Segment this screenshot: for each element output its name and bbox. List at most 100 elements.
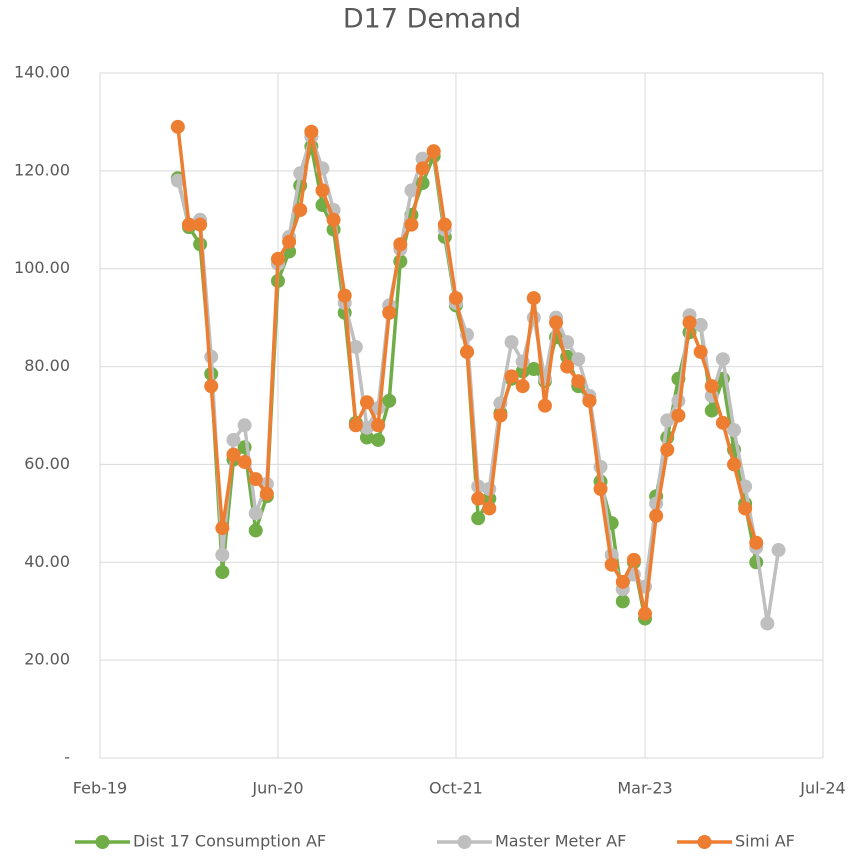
series-marker — [604, 557, 619, 572]
series-marker — [359, 420, 374, 435]
series-marker — [671, 408, 686, 423]
series-marker — [437, 217, 452, 232]
y-tick-label: 140.00 — [14, 63, 70, 82]
legend-marker — [697, 835, 712, 849]
series-marker — [615, 574, 630, 589]
series-marker — [270, 251, 285, 266]
series-marker — [282, 234, 297, 249]
series-marker — [515, 379, 530, 394]
legend-marker — [457, 835, 472, 849]
series-marker — [771, 543, 786, 558]
series-marker — [471, 491, 486, 506]
series-marker — [382, 305, 397, 320]
series-marker — [593, 481, 608, 496]
series-marker — [549, 315, 564, 330]
series-marker — [504, 335, 519, 350]
series-marker — [415, 161, 430, 176]
series-marker — [215, 565, 230, 580]
series-marker — [738, 501, 753, 516]
series-marker — [649, 508, 664, 523]
chart-title: D17 Demand — [343, 4, 521, 35]
series-marker — [237, 418, 252, 433]
series-marker — [359, 395, 374, 410]
series-marker — [560, 359, 575, 374]
series-marker — [337, 288, 352, 303]
y-tick-label: 40.00 — [24, 552, 70, 571]
series-marker — [348, 418, 363, 433]
series-marker — [460, 344, 475, 359]
series-marker — [571, 352, 586, 367]
series-marker — [382, 393, 397, 408]
series-marker — [204, 379, 219, 394]
series-marker — [404, 183, 419, 198]
series-marker — [181, 217, 196, 232]
series-marker — [571, 374, 586, 389]
series-marker — [504, 369, 519, 384]
series-marker — [170, 173, 185, 188]
series-marker — [727, 457, 742, 472]
series-marker — [526, 291, 541, 306]
legend-label: Simi AF — [735, 832, 795, 851]
series-marker — [293, 203, 308, 217]
series-marker — [682, 315, 697, 330]
series-marker — [727, 423, 742, 438]
series-marker — [537, 398, 552, 413]
series-marker — [471, 511, 486, 526]
series-marker — [359, 430, 374, 445]
series-marker — [393, 237, 408, 252]
series-marker — [215, 521, 230, 536]
y-tick-label: 60.00 — [24, 454, 70, 473]
series-marker — [371, 432, 386, 447]
legend-label: Dist 17 Consumption AF — [133, 832, 326, 851]
series-marker — [582, 393, 597, 408]
y-tick-label: 20.00 — [24, 650, 70, 669]
series-marker — [248, 523, 263, 538]
series-marker — [660, 413, 675, 428]
x-tick-label: Mar-23 — [617, 779, 672, 798]
series-marker — [193, 217, 208, 232]
series-marker — [248, 472, 263, 487]
series-marker — [248, 506, 263, 521]
series-marker — [404, 217, 419, 232]
legend-label: Master Meter AF — [495, 832, 626, 851]
series-marker — [304, 124, 319, 139]
series-marker — [482, 501, 497, 516]
series-marker — [326, 212, 341, 227]
series-marker — [704, 403, 719, 418]
y-tick-label: 80.00 — [24, 356, 70, 375]
y-tick-label: - — [64, 748, 70, 767]
y-tick-label: 120.00 — [14, 160, 70, 179]
y-tick-label: 100.00 — [14, 258, 70, 277]
series-marker — [693, 317, 708, 332]
series-marker — [493, 408, 508, 423]
series-marker — [760, 616, 775, 631]
series-marker — [626, 552, 641, 567]
series-marker — [693, 344, 708, 359]
series-marker — [215, 547, 230, 562]
series-marker — [704, 379, 719, 394]
series-marker — [526, 362, 541, 377]
series-marker — [237, 454, 252, 469]
series-marker — [348, 340, 363, 354]
series-marker — [715, 352, 730, 367]
series-marker — [259, 486, 274, 501]
series-marker — [315, 183, 330, 198]
series-marker — [615, 594, 630, 609]
series-marker — [426, 144, 441, 159]
series-marker — [226, 447, 241, 462]
series-marker — [448, 291, 463, 306]
x-tick-label: Feb-19 — [73, 779, 127, 798]
x-tick-label: Oct-21 — [429, 779, 483, 798]
series-marker — [749, 535, 764, 550]
series-marker — [226, 432, 241, 447]
series-marker — [371, 418, 386, 433]
legend-marker — [95, 835, 110, 849]
series-marker — [638, 606, 653, 621]
x-tick-label: Jun-20 — [251, 779, 303, 798]
x-tick-label: Jul-24 — [799, 779, 845, 798]
series-marker — [170, 119, 185, 134]
series-marker — [660, 442, 675, 457]
